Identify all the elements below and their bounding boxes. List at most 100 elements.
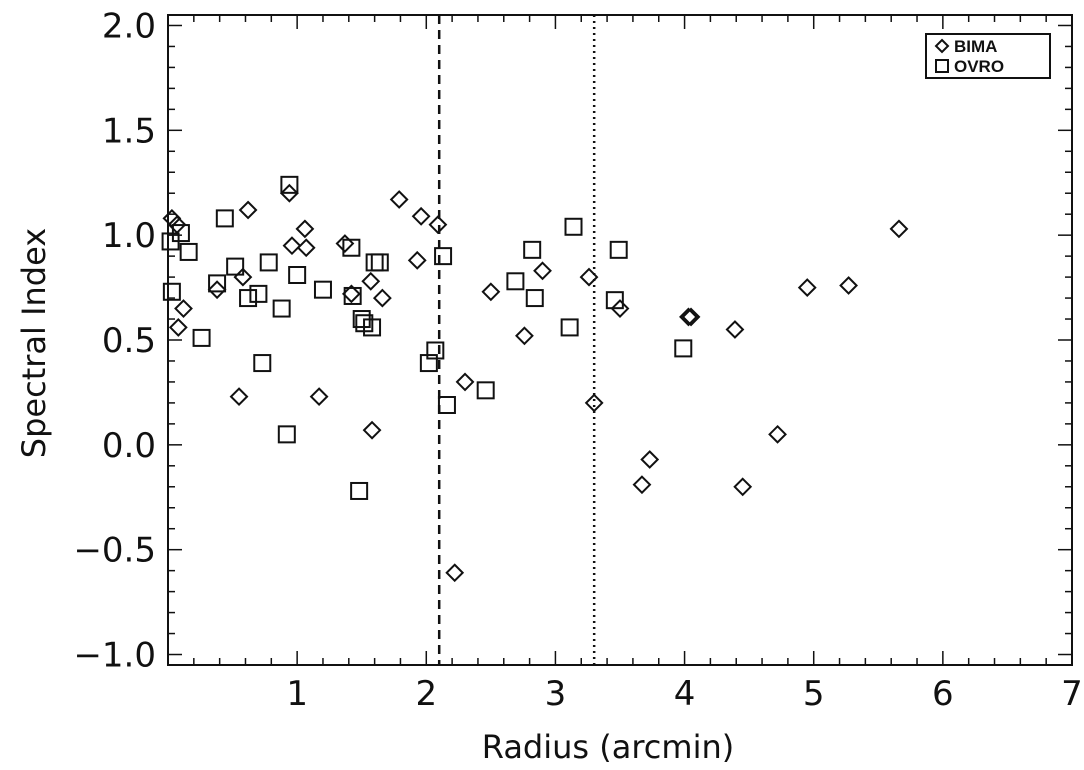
ovro-point (162, 282, 181, 301)
ovro-point (363, 318, 382, 337)
x-tick-label: 4 (674, 674, 696, 714)
y-tick-label: 2.0 (102, 6, 156, 46)
bima-point (797, 278, 817, 297)
legend-label-ovro: OVRO (954, 57, 1004, 76)
bima-point (279, 183, 299, 203)
plot-frame (167, 14, 1073, 666)
bima-point (768, 424, 787, 444)
y-tick-label: 1.0 (102, 216, 156, 256)
bima-point (515, 326, 534, 346)
tick-labels-layer: 1 2 3 4 5 6 7 −1.0 −0.5 0.0 0.5 1.0 1.5 2.0 (73, 6, 1082, 714)
plot-frame-layer (167, 14, 1073, 666)
bima-point (455, 372, 475, 392)
ovro-point (437, 396, 456, 414)
ovro-series (161, 175, 693, 500)
ovro-point (370, 253, 389, 272)
x-tick-label: 7 (1061, 674, 1083, 714)
bima-point (168, 318, 188, 337)
ovro-point (208, 274, 227, 293)
legend-box (925, 33, 1051, 79)
ovro-point (272, 299, 291, 318)
bima-point (640, 450, 660, 469)
legend-label-bima: BIMA (954, 37, 997, 56)
bima-point (889, 219, 909, 239)
bima-point (610, 299, 630, 318)
x-tick-label: 1 (286, 674, 308, 714)
bima-point (445, 563, 465, 583)
ovro-point (226, 257, 245, 276)
bima-point (428, 215, 448, 235)
ovro-point (171, 224, 190, 243)
ovro-point (259, 253, 278, 272)
ovro-point (239, 289, 258, 308)
x-tick-label: 6 (932, 674, 954, 714)
ovro-point (313, 280, 332, 299)
bima-point (632, 475, 652, 495)
ovro-point (506, 272, 525, 291)
ovro-point (288, 266, 307, 284)
y-tick-label: −1.0 (73, 636, 156, 676)
x-tick-label: 5 (803, 674, 825, 714)
bima-point (362, 420, 382, 440)
bima-point (229, 387, 249, 407)
ovro-point (419, 354, 438, 373)
y-tick-label: 1.5 (102, 111, 156, 151)
bima-point (681, 307, 701, 327)
ovro-point (365, 253, 384, 272)
ovro-point (426, 341, 445, 360)
bima-point (341, 284, 361, 304)
y-tick-label: 0.0 (102, 426, 156, 466)
bima-point (361, 271, 381, 291)
x-axis-label: Radius (arcmin) (482, 728, 734, 766)
bima-point (296, 238, 316, 258)
ovro-point (605, 291, 624, 310)
ovro-point (342, 238, 361, 257)
legend-square-marker (935, 59, 949, 73)
bima-series (162, 183, 909, 583)
ovro-point (523, 240, 542, 259)
bima-point (335, 234, 355, 253)
bima-point (389, 190, 409, 209)
ovro-point (609, 240, 628, 259)
data-points-layer (161, 175, 909, 583)
ovro-point (179, 242, 198, 261)
y-tick-label: 0.5 (102, 321, 156, 361)
ovro-point (192, 328, 211, 347)
ovro-point (476, 381, 495, 400)
y-tick-label: −0.5 (73, 531, 156, 571)
bima-point (174, 299, 193, 318)
reference-lines-layer (437, 15, 596, 665)
y-axis-label: Spectral Index (15, 228, 53, 458)
ovro-point (434, 247, 453, 266)
ovro-point (280, 175, 299, 194)
ovro-point (253, 354, 272, 373)
bima-point (282, 236, 302, 256)
bima-point (309, 387, 329, 407)
bima-point (733, 477, 753, 497)
ovro-point (215, 209, 234, 228)
bima-point (725, 320, 745, 339)
bima-point (533, 261, 552, 281)
bima-point (372, 288, 392, 308)
bima-point (238, 200, 258, 220)
x-tick-label: 2 (415, 674, 437, 714)
ovro-point (277, 425, 296, 444)
ovro-point (350, 481, 369, 500)
bima-point (839, 276, 858, 295)
bima-point (295, 219, 315, 239)
ovro-point (343, 286, 362, 305)
legend-diamond-marker (934, 38, 950, 54)
bima-point (679, 307, 698, 327)
bima-point (207, 280, 227, 300)
bima-point (481, 282, 501, 302)
ovro-point (560, 318, 579, 337)
ovro-point (249, 284, 268, 303)
bima-point (584, 393, 604, 413)
bima-point (407, 250, 427, 270)
x-tick-label: 3 (545, 674, 567, 714)
ovro-point (564, 217, 583, 236)
ovro-point (525, 289, 544, 308)
ovro-point (674, 339, 693, 358)
